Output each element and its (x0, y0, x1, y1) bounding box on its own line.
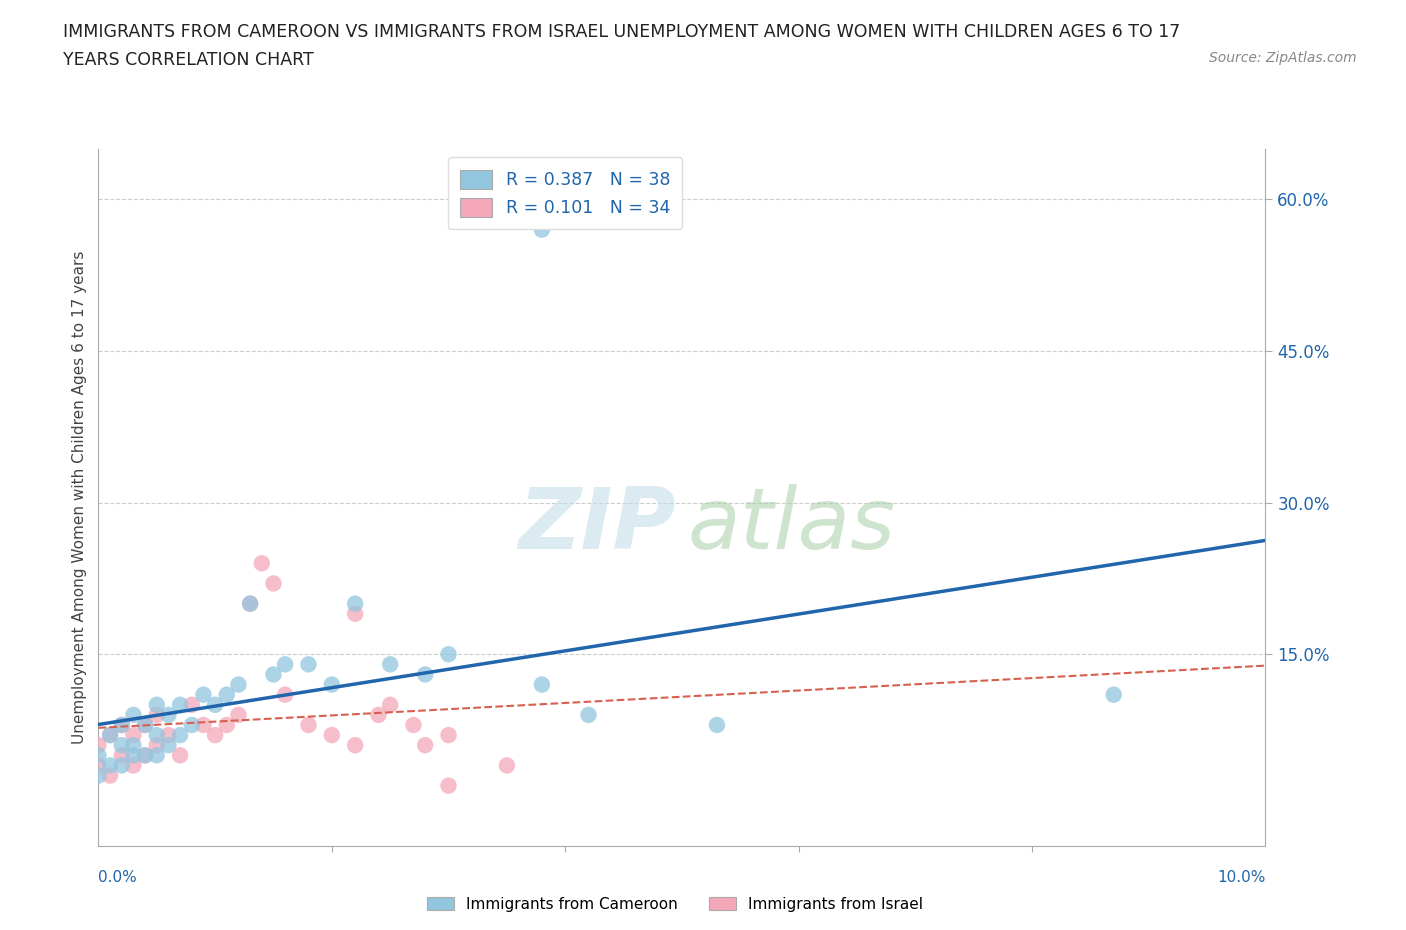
Point (204, 698, 226, 712)
Text: Source: ZipAtlas.com: Source: ZipAtlas.com (1209, 51, 1357, 65)
Point (98, 727, 121, 742)
Legend: Immigrants from Cameroon, Immigrants from Israel: Immigrants from Cameroon, Immigrants fro… (420, 890, 929, 918)
Point (193, 687, 215, 702)
Point (157, 727, 180, 742)
Point (87, 737, 110, 752)
Point (274, 657, 297, 671)
Point (87, 748, 110, 763)
Point (344, 606, 367, 621)
Point (87, 758, 110, 773)
Point (134, 718, 156, 733)
Point (297, 718, 319, 733)
Point (157, 708, 180, 723)
Point (706, 718, 728, 733)
Y-axis label: Unemployment Among Women with Children Ages 6 to 17 years: Unemployment Among Women with Children A… (72, 251, 87, 744)
Point (146, 727, 169, 742)
Point (1102, 687, 1125, 702)
Point (98, 727, 121, 742)
Point (134, 718, 156, 733)
Point (530, 677, 553, 692)
Point (111, 737, 134, 752)
Point (321, 677, 343, 692)
Point (274, 687, 297, 702)
Point (134, 748, 156, 763)
Point (262, 576, 284, 591)
Point (122, 708, 145, 723)
Point (437, 727, 460, 742)
Text: 10.0%: 10.0% (1218, 870, 1265, 884)
Point (495, 758, 517, 773)
Point (122, 758, 145, 773)
Point (146, 698, 169, 712)
Point (250, 556, 273, 571)
Point (111, 718, 134, 733)
Point (578, 708, 600, 723)
Point (344, 596, 367, 611)
Text: IMMIGRANTS FROM CAMEROON VS IMMIGRANTS FROM ISRAEL UNEMPLOYMENT AMONG WOMEN WITH: IMMIGRANTS FROM CAMEROON VS IMMIGRANTS F… (63, 23, 1181, 41)
Point (111, 748, 134, 763)
Point (413, 737, 436, 752)
Point (180, 698, 202, 712)
Point (146, 748, 169, 763)
Point (169, 698, 191, 712)
Point (157, 737, 180, 752)
Point (215, 718, 238, 733)
Point (228, 677, 250, 692)
Point (111, 758, 134, 773)
Point (180, 718, 202, 733)
Point (146, 737, 169, 752)
Point (122, 737, 145, 752)
Point (437, 778, 460, 793)
Point (228, 708, 250, 723)
Point (169, 727, 191, 742)
Point (134, 748, 156, 763)
Point (297, 657, 319, 671)
Text: ZIP: ZIP (519, 484, 676, 567)
Point (530, 222, 553, 237)
Point (367, 708, 389, 723)
Text: YEARS CORRELATION CHART: YEARS CORRELATION CHART (63, 51, 314, 69)
Text: 0.0%: 0.0% (98, 870, 138, 884)
Point (378, 657, 402, 671)
Point (239, 596, 262, 611)
Point (204, 727, 226, 742)
Point (122, 727, 145, 742)
Point (344, 737, 367, 752)
Point (193, 718, 215, 733)
Point (98, 758, 121, 773)
Point (111, 718, 134, 733)
Text: atlas: atlas (688, 484, 896, 567)
Point (98, 768, 121, 783)
Point (402, 718, 425, 733)
Legend: R = 0.387   N = 38, R = 0.101   N = 34: R = 0.387 N = 38, R = 0.101 N = 34 (449, 157, 682, 229)
Point (437, 646, 460, 661)
Point (122, 748, 145, 763)
Point (239, 596, 262, 611)
Point (413, 667, 436, 682)
Point (146, 708, 169, 723)
Point (215, 687, 238, 702)
Point (87, 768, 110, 783)
Point (378, 698, 402, 712)
Point (262, 667, 284, 682)
Point (169, 748, 191, 763)
Point (321, 727, 343, 742)
